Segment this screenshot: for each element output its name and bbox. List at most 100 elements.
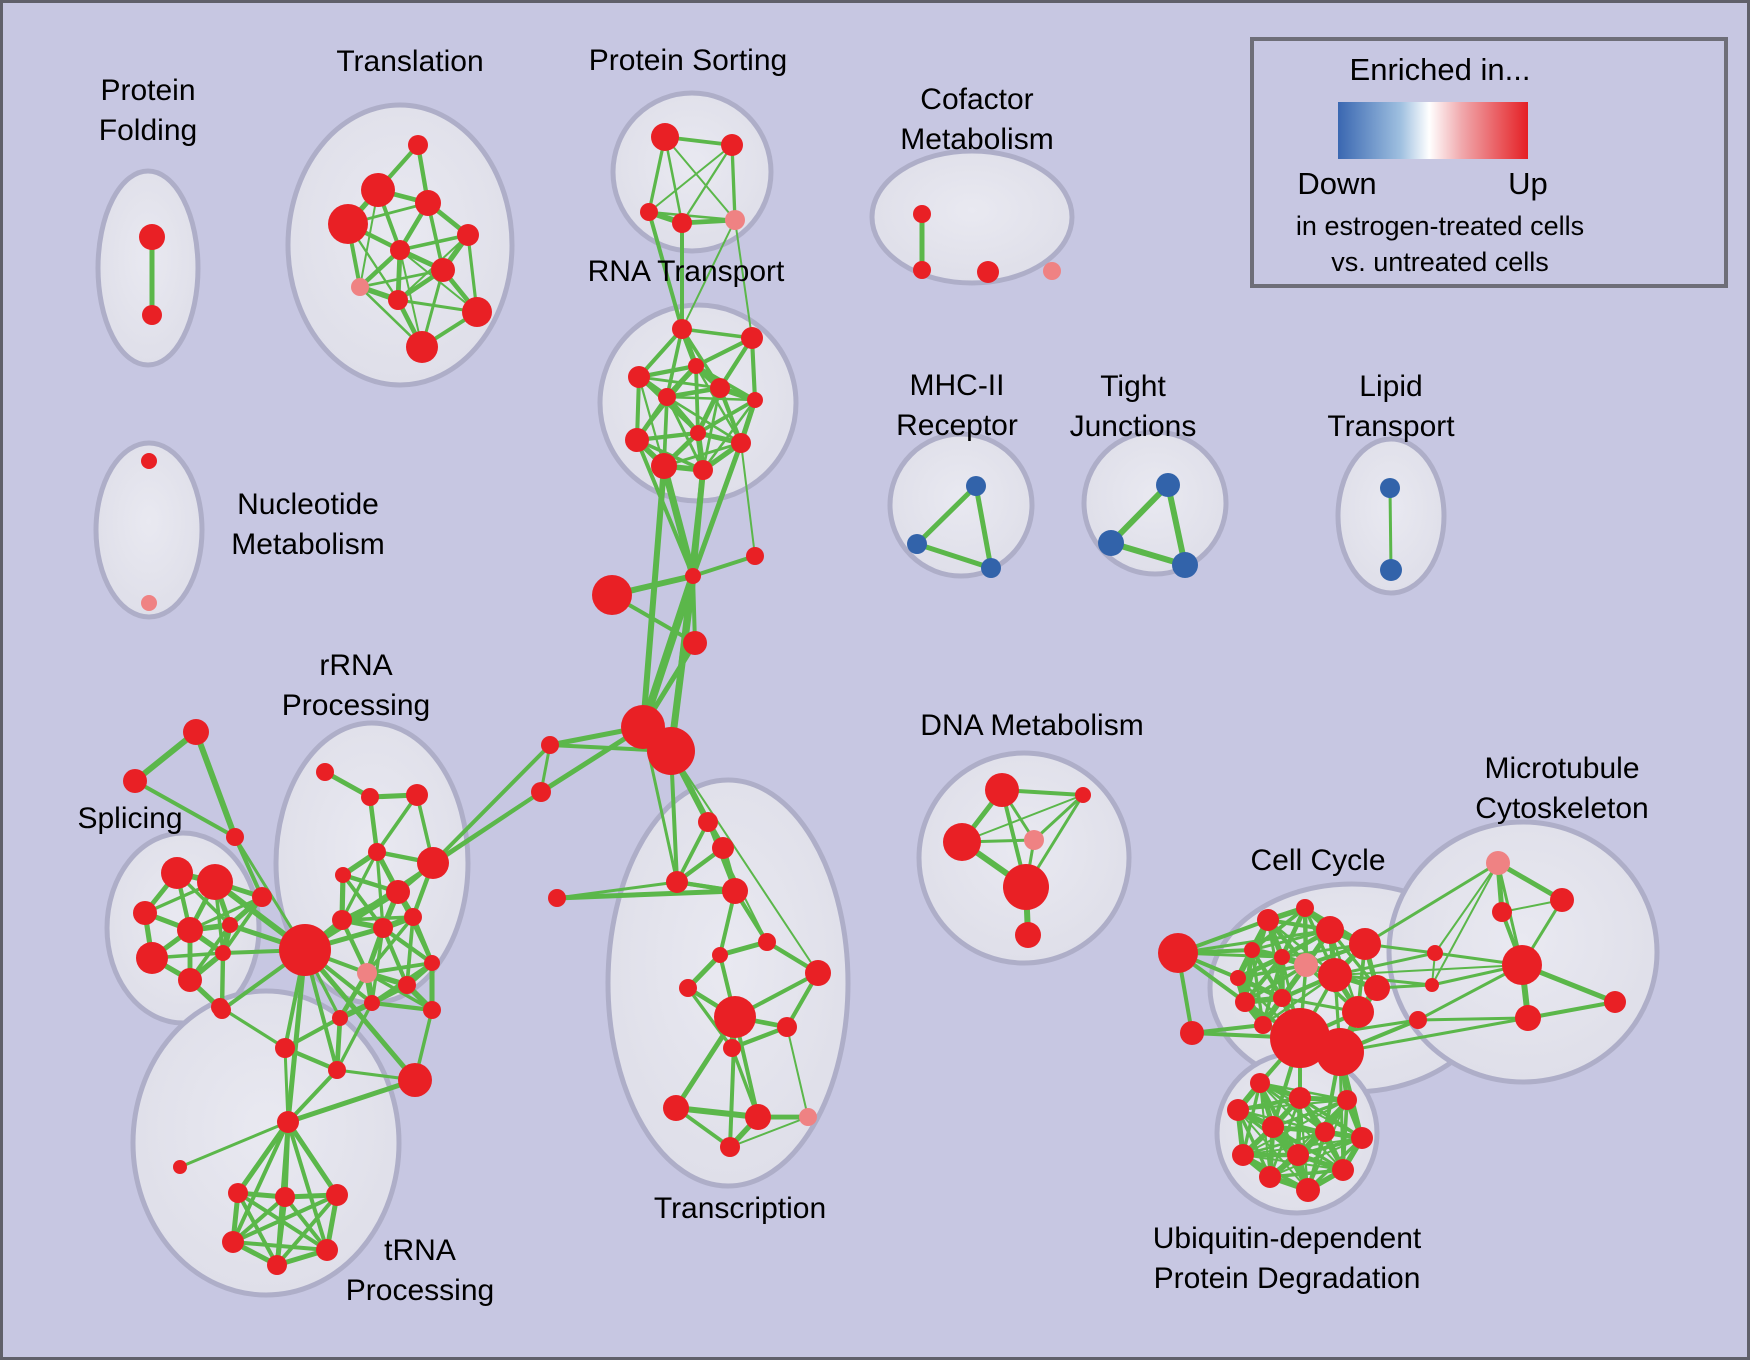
edge-ubiquitin-degradation (1269, 1137, 1363, 1178)
edge-protein-sorting (680, 143, 734, 225)
edge-tnh-tn4 (231, 1120, 290, 1244)
gene-set-node-cc9 (1235, 992, 1255, 1012)
edge-tr13-tr14 (673, 1105, 761, 1120)
edge-rt11-hub1 (640, 463, 667, 730)
edge-rna-transport (696, 398, 757, 435)
gene-set-node-ub5 (1262, 1116, 1284, 1138)
gene-set-node-sp1 (161, 857, 193, 889)
cluster-label-rrna-processing: rRNA (319, 649, 392, 682)
cluster-ellipse-cofactor-metabolism (869, 148, 1075, 286)
edge-tn2-tn4 (231, 1195, 287, 1244)
gene-set-node-t1 (408, 135, 428, 155)
gene-set-node-t8 (351, 278, 369, 296)
gene-set-node-cc7 (1294, 953, 1318, 977)
legend-down-label: Down (1297, 166, 1376, 201)
gene-set-node-t9 (388, 290, 408, 310)
gene-set-node-c4 (683, 631, 707, 655)
cluster-label-microtubule-cytoskeleton: Microtubule (1484, 752, 1639, 785)
gene-set-node-sp4 (177, 917, 203, 943)
gene-set-node-rr1 (316, 763, 334, 781)
gene-set-node-dm3 (943, 823, 981, 861)
legend-title: Enriched in... (1350, 52, 1531, 87)
gene-set-node-ci2 (1180, 1021, 1204, 1045)
edge-ps5-rt2 (734, 219, 753, 339)
cluster-ellipse-nucleotide-metabolism (93, 440, 205, 620)
label-layer: Protein Folding Translation Protein Sorting… (77, 44, 1648, 1307)
edge-translation (358, 268, 445, 289)
gene-set-node-sp5 (222, 917, 238, 933)
edge-rrna-processing (335, 1001, 374, 1072)
gene-set-node-cf1 (913, 205, 931, 223)
edge-rna-transport (665, 327, 684, 399)
edge-cc13-mt5 (1338, 1016, 1530, 1054)
edge-rna-transport (662, 441, 743, 468)
edge-tn3-tn6 (275, 1193, 339, 1267)
gene-set-node-nm1 (141, 453, 157, 469)
edge-tr10-tr16 (728, 1015, 737, 1149)
gene-set-node-rr17 (275, 1038, 295, 1058)
gene-set-node-tg2 (123, 769, 147, 793)
gene-set-node-rt7 (747, 392, 763, 408)
gene-set-node-cc2 (1296, 899, 1314, 917)
gene-set-node-tn5 (316, 1239, 338, 1261)
edge-ubiquitin-degradation (1296, 1136, 1364, 1157)
cluster-label-microtubule-cytoskeleton: Cytoskeleton (1475, 792, 1648, 825)
node-layer (123, 123, 1626, 1275)
gene-set-node-rr9 (373, 918, 393, 938)
edge-tnh-tn5 (286, 1120, 329, 1252)
gene-set-node-dm5 (1003, 864, 1049, 910)
gene-set-node-ub2 (1289, 1087, 1311, 1109)
gene-set-node-pf2 (142, 305, 162, 325)
gene-set-node-rr13 (424, 955, 440, 971)
gene-set-node-tr2 (712, 837, 734, 859)
cluster-label-trna-processing: tRNA (384, 1234, 456, 1267)
edge-lp1-lp2 (1388, 486, 1393, 572)
gene-set-node-t11 (406, 331, 438, 363)
gene-set-node-sp10 (252, 887, 272, 907)
gene-set-node-dm4 (1024, 830, 1044, 850)
gene-set-node-ub7 (1351, 1127, 1373, 1149)
edge-cell-cycle (1235, 954, 1285, 981)
gene-set-node-mt3 (1492, 902, 1512, 922)
gene-set-node-cc1 (1257, 909, 1279, 931)
edge-tg1-tg3 (193, 729, 238, 840)
cluster-label-lipid-transport: Lipid (1359, 370, 1422, 403)
edge-mt1-cn1 (1434, 862, 1499, 954)
edge-mh1-mh3 (973, 483, 994, 571)
gene-set-node-pf1 (139, 224, 165, 250)
gene-set-node-dm6 (1015, 922, 1041, 948)
gene-set-node-dm1 (985, 773, 1019, 807)
gene-set-node-tr13 (663, 1095, 689, 1121)
cluster-label-cell-cycle: Cell Cycle (1250, 844, 1385, 877)
gene-set-node-rr16 (332, 1010, 348, 1026)
edge-tj1-tj3 (1165, 482, 1188, 568)
edge-rt10-c1 (690, 440, 744, 579)
gene-set-node-ub12 (1296, 1178, 1320, 1202)
gene-set-node-tg3 (226, 828, 244, 846)
edge-rrna-processing (405, 915, 415, 987)
edge-rrna-processing (218, 1005, 287, 1050)
gene-set-node-rr2 (361, 788, 379, 806)
cluster-label-rna-transport: RNA Transport (588, 255, 785, 288)
gene-set-node-t7 (431, 258, 455, 282)
gene-set-node-cc16 (1230, 970, 1246, 986)
gene-set-node-mh2 (907, 534, 927, 554)
gene-set-node-rt10 (731, 433, 751, 453)
edge-rna-transport (680, 327, 754, 340)
gene-set-node-c3 (592, 575, 632, 615)
edge-tg1-tg2 (132, 729, 199, 784)
edge-transcription (675, 820, 710, 884)
edge-rrna-processing (367, 794, 380, 855)
edge-mt5-mt6 (1526, 1000, 1617, 1020)
gene-set-node-mh1 (966, 476, 986, 496)
edge-cc8-mt4 (1334, 964, 1523, 976)
gene-set-node-rt8 (625, 428, 649, 452)
edge-c2-rt10 (740, 442, 756, 557)
gene-set-node-c6 (531, 782, 551, 802)
gene-set-node-rr7 (386, 880, 410, 904)
edge-rrna-processing (340, 850, 379, 922)
edge-splicing (188, 895, 264, 932)
edge-rrna-processing (369, 1000, 435, 1013)
